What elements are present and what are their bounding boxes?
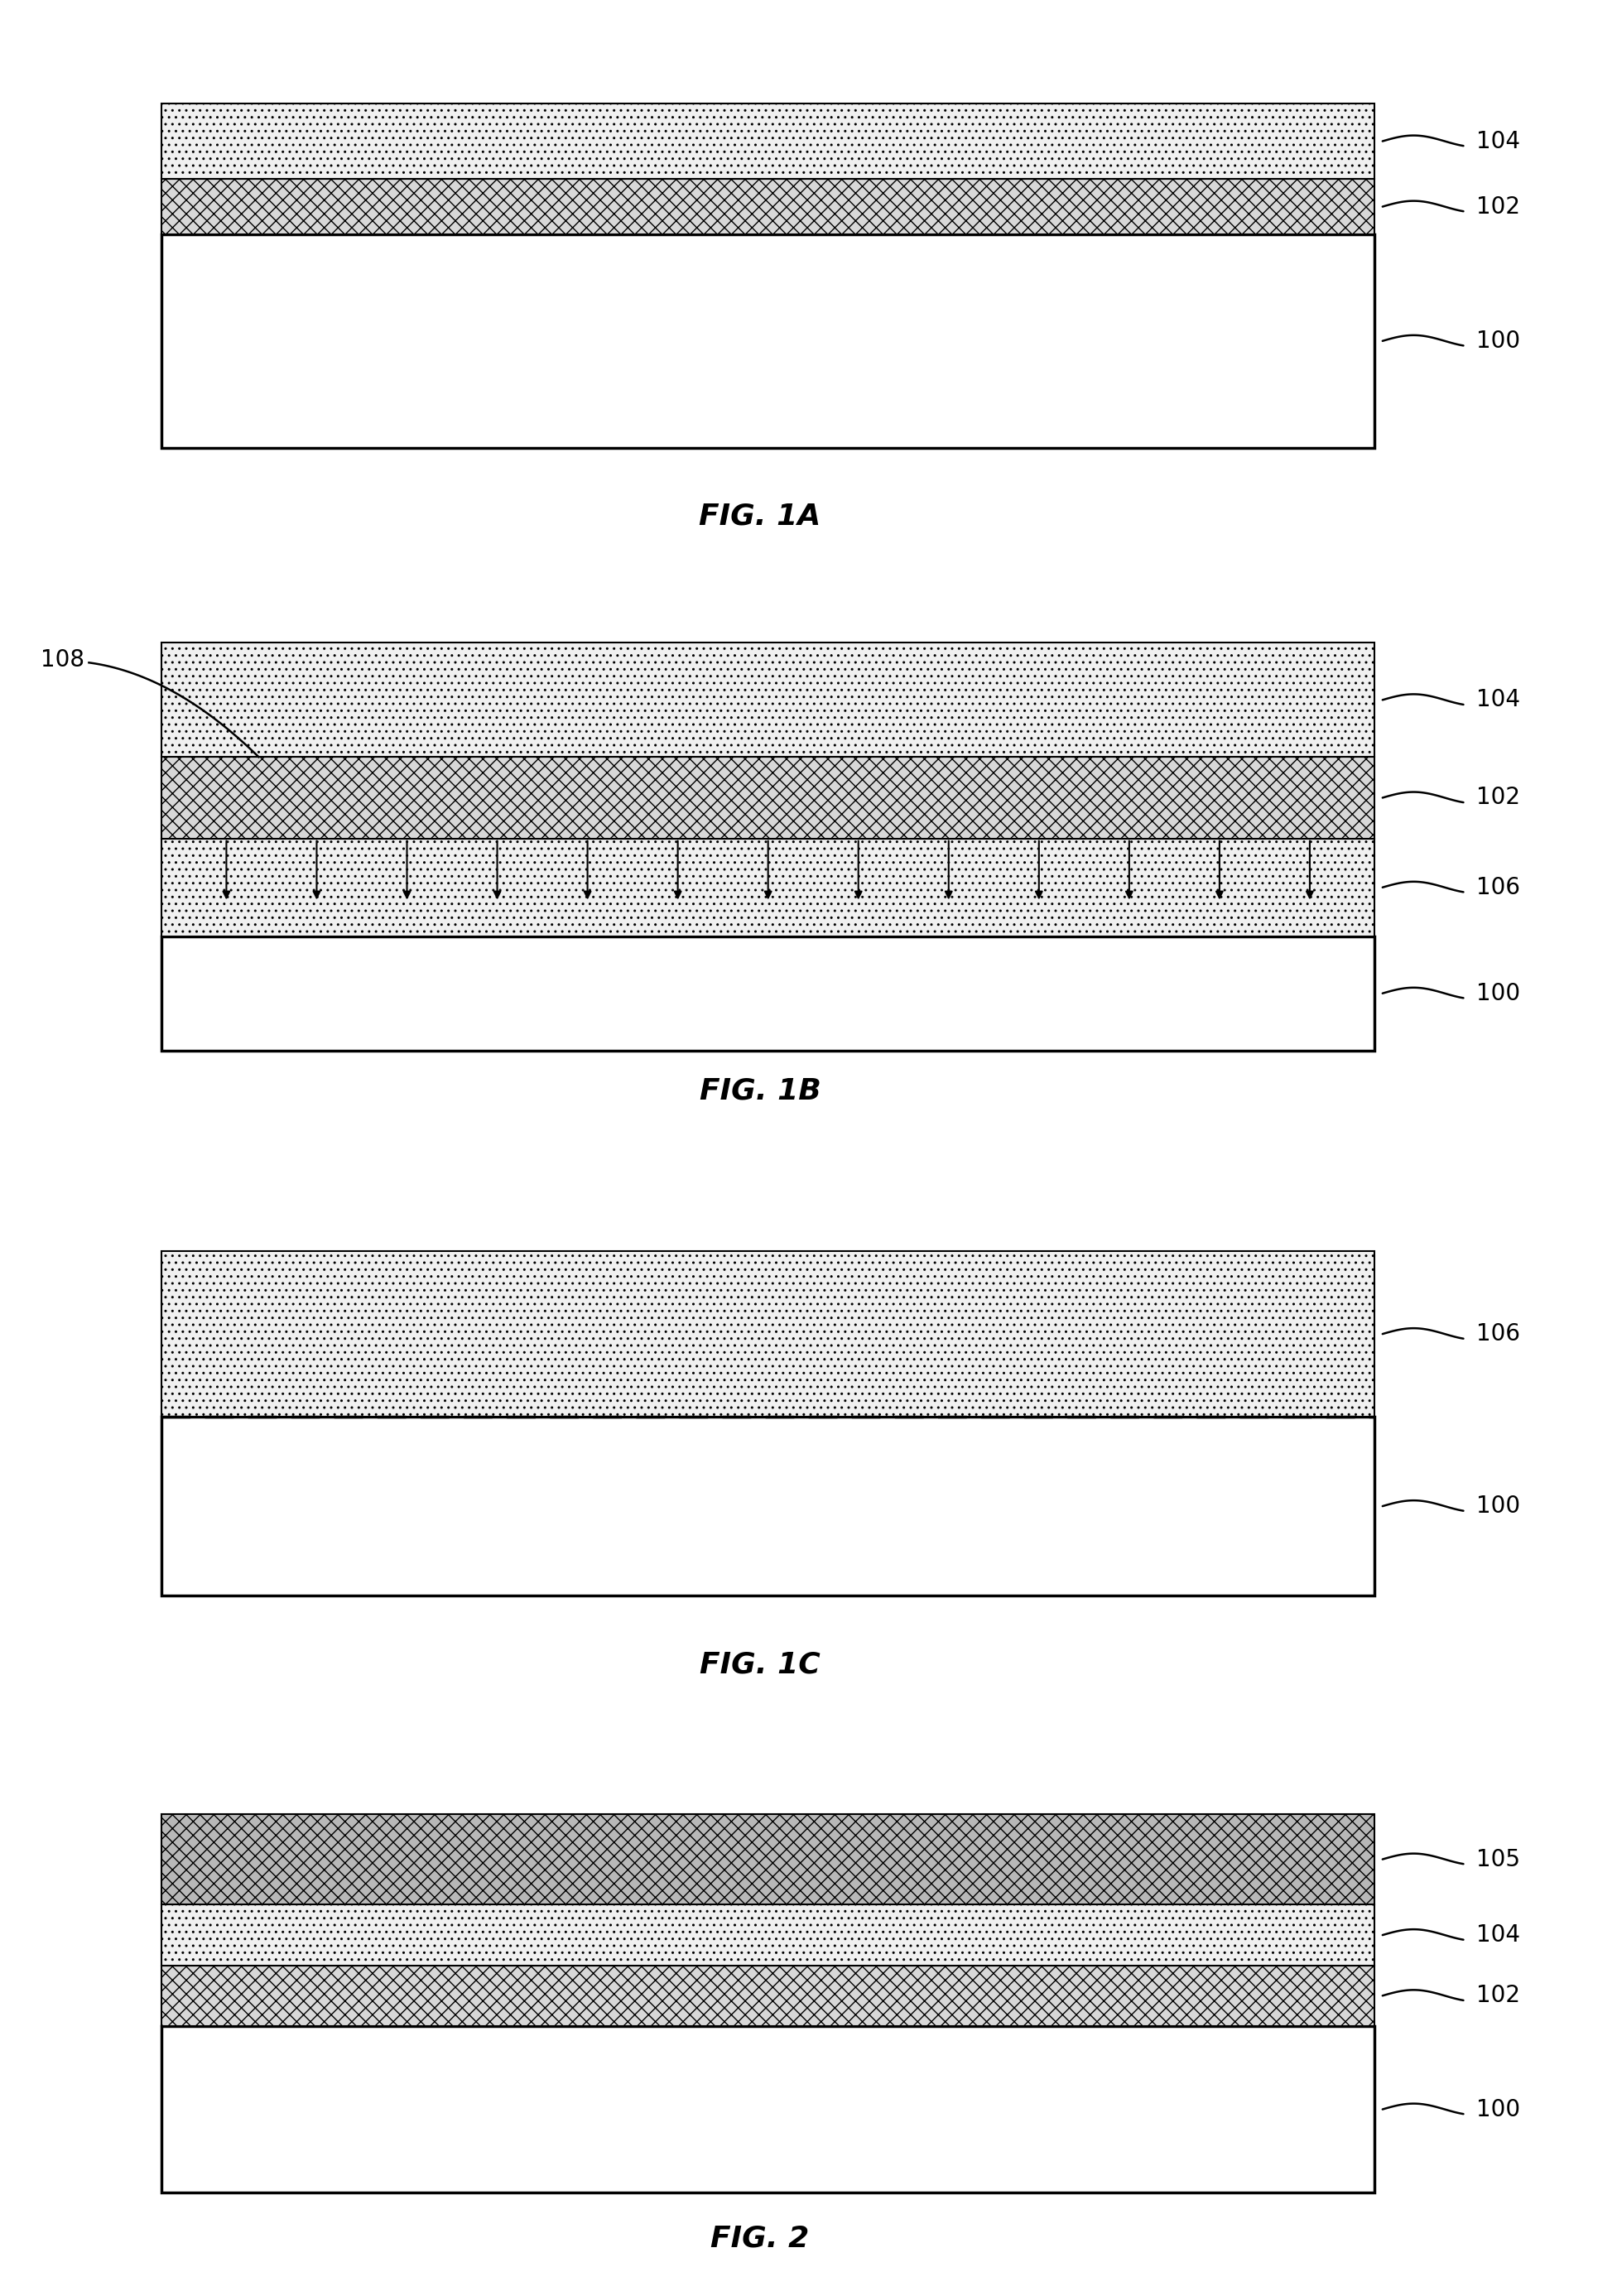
Bar	[162, 838, 1374, 937]
Text: 108: 108	[40, 647, 84, 670]
Text: 100: 100	[1476, 2099, 1520, 2122]
Text: 100: 100	[1476, 1495, 1520, 1518]
Bar	[162, 2025, 1374, 2193]
Text: FIG. 1C: FIG. 1C	[700, 1651, 820, 1678]
Text: 104: 104	[1476, 129, 1520, 154]
Bar	[162, 179, 1374, 234]
Bar	[162, 1251, 1374, 1417]
Bar	[162, 234, 1374, 448]
Text: 106: 106	[1476, 1322, 1520, 1345]
Text: 104: 104	[1476, 1924, 1520, 1947]
Bar	[162, 937, 1374, 1052]
Text: 102: 102	[1476, 785, 1520, 808]
Text: 104: 104	[1476, 689, 1520, 712]
Bar	[162, 1965, 1374, 2025]
Text: 102: 102	[1476, 195, 1520, 218]
Text: 102: 102	[1476, 1984, 1520, 2007]
Bar	[162, 643, 1374, 758]
Text: FIG. 1B: FIG. 1B	[699, 1077, 821, 1104]
Text: FIG. 1A: FIG. 1A	[699, 503, 821, 530]
Text: 105: 105	[1476, 1848, 1520, 1871]
Bar	[162, 1814, 1374, 1906]
Bar	[162, 1417, 1374, 1596]
Text: 106: 106	[1476, 875, 1520, 900]
Text: FIG. 2: FIG. 2	[710, 2225, 810, 2252]
Bar	[162, 758, 1374, 838]
Bar	[162, 103, 1374, 179]
Text: 100: 100	[1476, 983, 1520, 1006]
Bar	[162, 1906, 1374, 1965]
Text: 100: 100	[1476, 328, 1520, 354]
